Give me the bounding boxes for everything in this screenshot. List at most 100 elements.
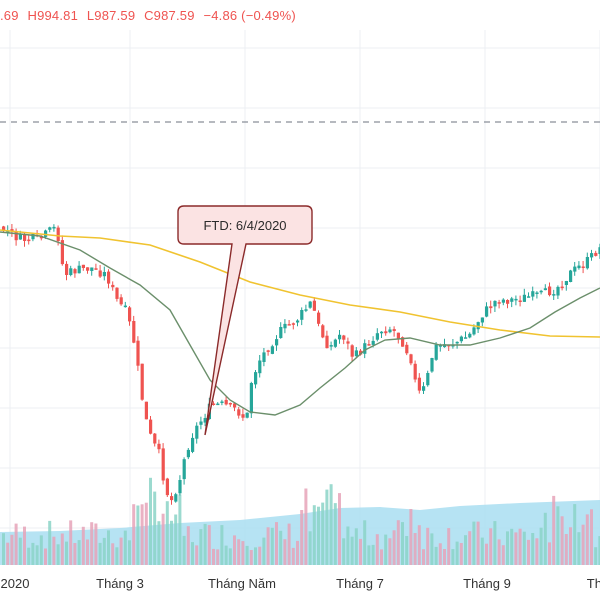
candle-body-1 bbox=[6, 231, 10, 233]
volume-bar-59 bbox=[249, 550, 253, 565]
volume-bar-133 bbox=[560, 516, 564, 565]
volume-bar-126 bbox=[531, 533, 535, 565]
volume-bar-128 bbox=[539, 527, 543, 565]
candle-body-5 bbox=[23, 234, 27, 241]
candle-body-124 bbox=[522, 294, 526, 302]
candle-body-18 bbox=[77, 265, 81, 274]
volume-bar-93 bbox=[392, 530, 396, 565]
candle-body-81 bbox=[342, 335, 346, 340]
volume-bar-82 bbox=[346, 526, 350, 565]
candle-body-104 bbox=[438, 345, 442, 347]
volume-bar-22 bbox=[94, 523, 98, 565]
volume-bar-12 bbox=[52, 536, 56, 565]
volume-bar-69 bbox=[291, 547, 295, 565]
candle-body-20 bbox=[86, 267, 90, 271]
candle-body-84 bbox=[354, 350, 358, 357]
volume-bar-80 bbox=[338, 493, 341, 565]
volume-bar-98 bbox=[413, 533, 417, 565]
volume-bar-141 bbox=[594, 547, 598, 565]
volume-bar-49 bbox=[207, 525, 211, 565]
candle-body-96 bbox=[405, 344, 409, 354]
candle-body-7 bbox=[31, 234, 35, 240]
volume-bar-7 bbox=[31, 542, 35, 565]
volume-bar-132 bbox=[556, 506, 560, 565]
candle-body-83 bbox=[350, 345, 354, 357]
candle-body-68 bbox=[287, 324, 291, 326]
volume-bar-2 bbox=[10, 534, 14, 565]
volume-bar-34 bbox=[144, 502, 148, 565]
candle-body-63 bbox=[266, 350, 270, 352]
candle-body-116 bbox=[489, 306, 493, 309]
candle-body-138 bbox=[581, 266, 585, 268]
candle-body-74 bbox=[312, 300, 316, 311]
volume-bar-54 bbox=[228, 548, 232, 565]
volume-bar-32 bbox=[136, 505, 140, 565]
volume-bar-124 bbox=[522, 531, 526, 565]
candle-body-69 bbox=[291, 323, 295, 325]
volume-bar-24 bbox=[102, 537, 106, 565]
candle-body-33 bbox=[140, 363, 144, 400]
candle-body-29 bbox=[123, 305, 127, 308]
candle-body-66 bbox=[279, 327, 283, 338]
candle-body-134 bbox=[564, 281, 568, 285]
candle-body-94 bbox=[396, 332, 400, 339]
volume-bar-115 bbox=[485, 543, 488, 565]
candle-body-114 bbox=[480, 317, 484, 323]
volume-bar-97 bbox=[409, 509, 413, 565]
candle-body-37 bbox=[157, 443, 161, 450]
candle-body-14 bbox=[60, 240, 64, 265]
volume-bar-95 bbox=[401, 522, 404, 565]
volume-bar-4 bbox=[18, 537, 22, 565]
legend-change: −4.86 (−0.49%) bbox=[203, 8, 296, 23]
candle-body-79 bbox=[333, 339, 337, 347]
candle-body-17 bbox=[73, 269, 77, 274]
volume-bar-86 bbox=[363, 520, 367, 565]
volume-bar-75 bbox=[317, 506, 320, 565]
volume-bar-55 bbox=[233, 535, 236, 565]
volume-bar-71 bbox=[300, 510, 304, 565]
legend-low: L987.59 bbox=[86, 8, 136, 23]
volume-bar-110 bbox=[464, 535, 467, 565]
volume-bar-50 bbox=[212, 548, 215, 565]
volume-bar-61 bbox=[258, 546, 262, 565]
volume-bar-127 bbox=[535, 538, 539, 565]
volume-bar-105 bbox=[443, 549, 446, 565]
volume-bar-79 bbox=[333, 503, 337, 565]
volume-bar-112 bbox=[472, 521, 476, 565]
volume-bar-1 bbox=[6, 542, 10, 565]
candle-body-108 bbox=[455, 341, 459, 344]
candle-body-109 bbox=[459, 336, 463, 342]
candle-body-27 bbox=[115, 287, 119, 299]
volume-bar-45 bbox=[191, 542, 194, 565]
volume-bar-48 bbox=[203, 523, 207, 565]
candle-body-34 bbox=[144, 401, 148, 420]
candle-body-52 bbox=[220, 401, 224, 403]
candle-body-88 bbox=[371, 340, 375, 345]
candle-body-12 bbox=[52, 226, 56, 229]
candle-body-61 bbox=[258, 360, 262, 374]
candle-body-50 bbox=[212, 403, 216, 405]
moving-average-long bbox=[0, 229, 600, 338]
candle-body-40 bbox=[170, 496, 174, 501]
volume-bar-39 bbox=[165, 501, 169, 565]
volume-bar-96 bbox=[405, 536, 409, 565]
candle-body-120 bbox=[506, 300, 510, 304]
candle-body-122 bbox=[514, 298, 518, 301]
candle-body-128 bbox=[539, 290, 543, 293]
volume-bar-14 bbox=[60, 533, 64, 565]
volume-bar-51 bbox=[216, 549, 220, 565]
candle-body-67 bbox=[283, 323, 287, 329]
volume-bar-74 bbox=[312, 505, 316, 565]
candle-body-42 bbox=[178, 480, 182, 494]
volume-bar-5 bbox=[23, 526, 26, 565]
candle-body-55 bbox=[233, 403, 237, 408]
volume-bar-108 bbox=[455, 541, 459, 565]
volume-bar-19 bbox=[81, 526, 85, 565]
volume-bar-40 bbox=[170, 520, 173, 565]
volume-bar-62 bbox=[262, 537, 266, 565]
volume-bar-122 bbox=[514, 532, 518, 565]
volume-bar-125 bbox=[527, 539, 530, 565]
volume-bar-90 bbox=[380, 549, 383, 565]
volume-bar-106 bbox=[447, 528, 451, 565]
